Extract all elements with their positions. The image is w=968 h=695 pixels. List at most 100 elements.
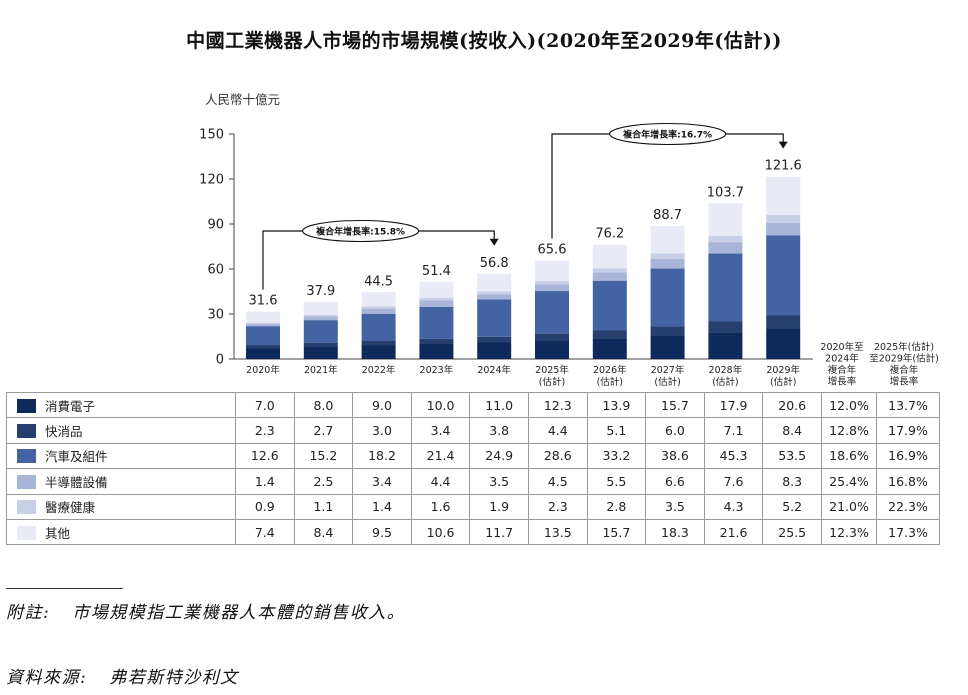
bar-total-label: 31.6 [249, 294, 278, 309]
value-cell: 20.6 [762, 391, 822, 419]
x-tick-sublabel: (估計) [770, 376, 796, 388]
bar-segment-4 [246, 322, 280, 325]
bar-segment-2 [650, 268, 685, 327]
x-tick-label: 2027年 [651, 364, 685, 376]
bar-segment-0 [303, 347, 338, 359]
bar-segment-0 [766, 328, 801, 359]
cagr-2025-2029-cell: 22.3% [876, 493, 940, 520]
source-line: 資料來源: 弗若斯特沙利文 [6, 663, 239, 688]
series-name: 其他 [45, 525, 71, 541]
value-cell: 1.4 [352, 493, 412, 520]
bar-segment-0 [419, 344, 454, 359]
table-row: 半導體設備 1.4 2.5 3.4 4.4 3.5 4.5 5.5 6.6 7.6 8.3 25.4%… [6, 468, 940, 495]
note-text: 市場規模指工業機器人本體的銷售收入。 [72, 603, 406, 623]
x-tick-label: 2024年 [477, 364, 511, 376]
legend-swatch [17, 500, 36, 515]
cagr-2020-2024-cell: 25.4% [821, 468, 877, 495]
note-line: 附註: 市場規模指工業機器人本體的銷售收入。 [6, 598, 405, 623]
value-cell: 1.4 [235, 468, 295, 495]
bar-segment-0 [708, 332, 743, 359]
x-tick-label: 2020年 [246, 364, 280, 376]
cagr-2025-2029-cell: 17.3% [876, 518, 940, 546]
cagr-bracket-arrowhead [489, 238, 499, 246]
cagr-header-2025-2029: 增長率 [890, 376, 919, 388]
value-cell: 4.3 [703, 493, 764, 520]
table-row: 汽車及組件 12.6 15.2 18.2 21.4 24.9 28.6 33.2 38.6 45.… [6, 442, 940, 470]
value-cell: 12.3 [527, 391, 588, 419]
value-cell: 18.2 [352, 442, 412, 470]
y-axis-unit-label: 人民幣十億元 [205, 92, 280, 107]
value-cell: 5.1 [586, 417, 647, 444]
table-row: 醫療健康 0.9 1.1 1.4 1.6 1.9 2.3 2.8 3.5 4.3 5.2 21.0% 2… [6, 493, 940, 520]
bar-total-labels: 31.6 37.9 44.5 51.4 56.8 65.6 76.2 88.7 103.7 121… [249, 159, 802, 309]
cagr-header-2020-2024: 2020年至 [820, 341, 863, 353]
bar-segment-4 [303, 314, 338, 317]
bar-segment-3 [592, 272, 627, 281]
value-cell: 4.4 [527, 417, 588, 444]
bar-segment-2 [419, 306, 454, 339]
bar-total-label: 44.5 [364, 274, 393, 289]
bar-segment-1 [361, 341, 396, 346]
cagr-annotation-ellipse [609, 122, 727, 146]
cagr-2020-2024-cell: 12.3% [821, 518, 877, 546]
value-cell: 7.6 [703, 468, 764, 495]
bar-segment-4 [477, 291, 512, 295]
y-axis-ticks: 0 30 60 90 120 150 [199, 128, 234, 368]
cagr-annotation-text: 複合年增長率:16.7% [622, 129, 712, 141]
value-cell: 6.6 [645, 468, 705, 495]
cagr-annotation-text: 複合年增長率:15.8% [315, 226, 405, 238]
bar-segment-5 [592, 244, 627, 269]
bar-segment-2 [592, 280, 627, 331]
cagr-column-headers: 2020年至2024年複合年增長率2025年(估計)至2029年(估計)複合年增… [820, 341, 938, 388]
value-cell: 10.6 [410, 518, 471, 546]
value-cell: 38.6 [645, 442, 705, 470]
x-tick-label: 2028年 [709, 364, 743, 376]
bar-total-label: 103.7 [707, 185, 744, 200]
cagr-2025-2029-cell: 13.7% [876, 391, 940, 419]
bar-segment-1 [419, 338, 454, 344]
value-cell: 1.9 [469, 493, 529, 520]
cagr-2020-2024-cell: 12.8% [821, 417, 877, 444]
value-cell: 13.9 [586, 391, 647, 419]
cagr-header-2020-2024: 複合年 [828, 364, 857, 376]
value-cell: 2.7 [293, 417, 354, 444]
bar-segment-3 [708, 242, 743, 254]
cagr-2020-2024-cell: 12.0% [821, 391, 877, 419]
series-label-cell: 快消品 [6, 417, 236, 444]
x-tick-label: 2022年 [362, 364, 396, 376]
y-tick-label: 30 [207, 308, 224, 323]
x-tick-label: 2026年 [593, 364, 627, 376]
cagr-header-2020-2024: 2024年 [825, 353, 859, 365]
x-tick-label: 2023年 [420, 364, 454, 376]
series-name: 消費電子 [45, 398, 96, 414]
bar-segment-4 [535, 280, 569, 285]
bar-segment-5 [650, 225, 685, 254]
y-tick-label: 90 [207, 218, 224, 233]
bar-segment-3 [246, 324, 280, 327]
series-label-cell: 半導體設備 [6, 468, 236, 495]
bar-segment-2 [303, 320, 338, 343]
note-label: 附註: [6, 603, 51, 623]
cagr-2025-2029-cell: 16.9% [876, 442, 940, 470]
bar-segment-0 [650, 335, 685, 359]
bar-segment-2 [361, 313, 396, 341]
stacked-bar-chart: 人民幣十億元 0 30 60 90 120 150 31.6 37.9 44.5 51.4 56.… [199, 92, 939, 388]
value-cell: 0.9 [235, 493, 295, 520]
cagr-annotations: 複合年增長率:15.8% 複合年增長率:16.7% [262, 122, 788, 290]
value-cell: 13.5 [527, 518, 588, 546]
bar-segment-4 [708, 235, 743, 243]
bar-segment-1 [535, 333, 569, 341]
source-text: 弗若斯特沙利文 [109, 668, 239, 688]
value-cell: 3.4 [410, 417, 471, 444]
bar-segment-5 [246, 311, 280, 323]
legend-swatch [17, 449, 36, 464]
value-cell: 2.8 [586, 493, 647, 520]
x-tick-label: 2025年 [535, 364, 569, 376]
data-table: 消費電子 7.0 8.0 9.0 10.0 11.0 12.3 13.9 15.7 17.9 20.… [6, 391, 940, 546]
bar-segment-1 [592, 330, 627, 339]
x-tick-sublabel: (估計) [597, 376, 623, 388]
value-cell: 2.3 [235, 417, 295, 444]
bar-segment-0 [246, 348, 280, 359]
bar-segment-1 [303, 342, 338, 347]
bar-segment-2 [535, 291, 569, 334]
